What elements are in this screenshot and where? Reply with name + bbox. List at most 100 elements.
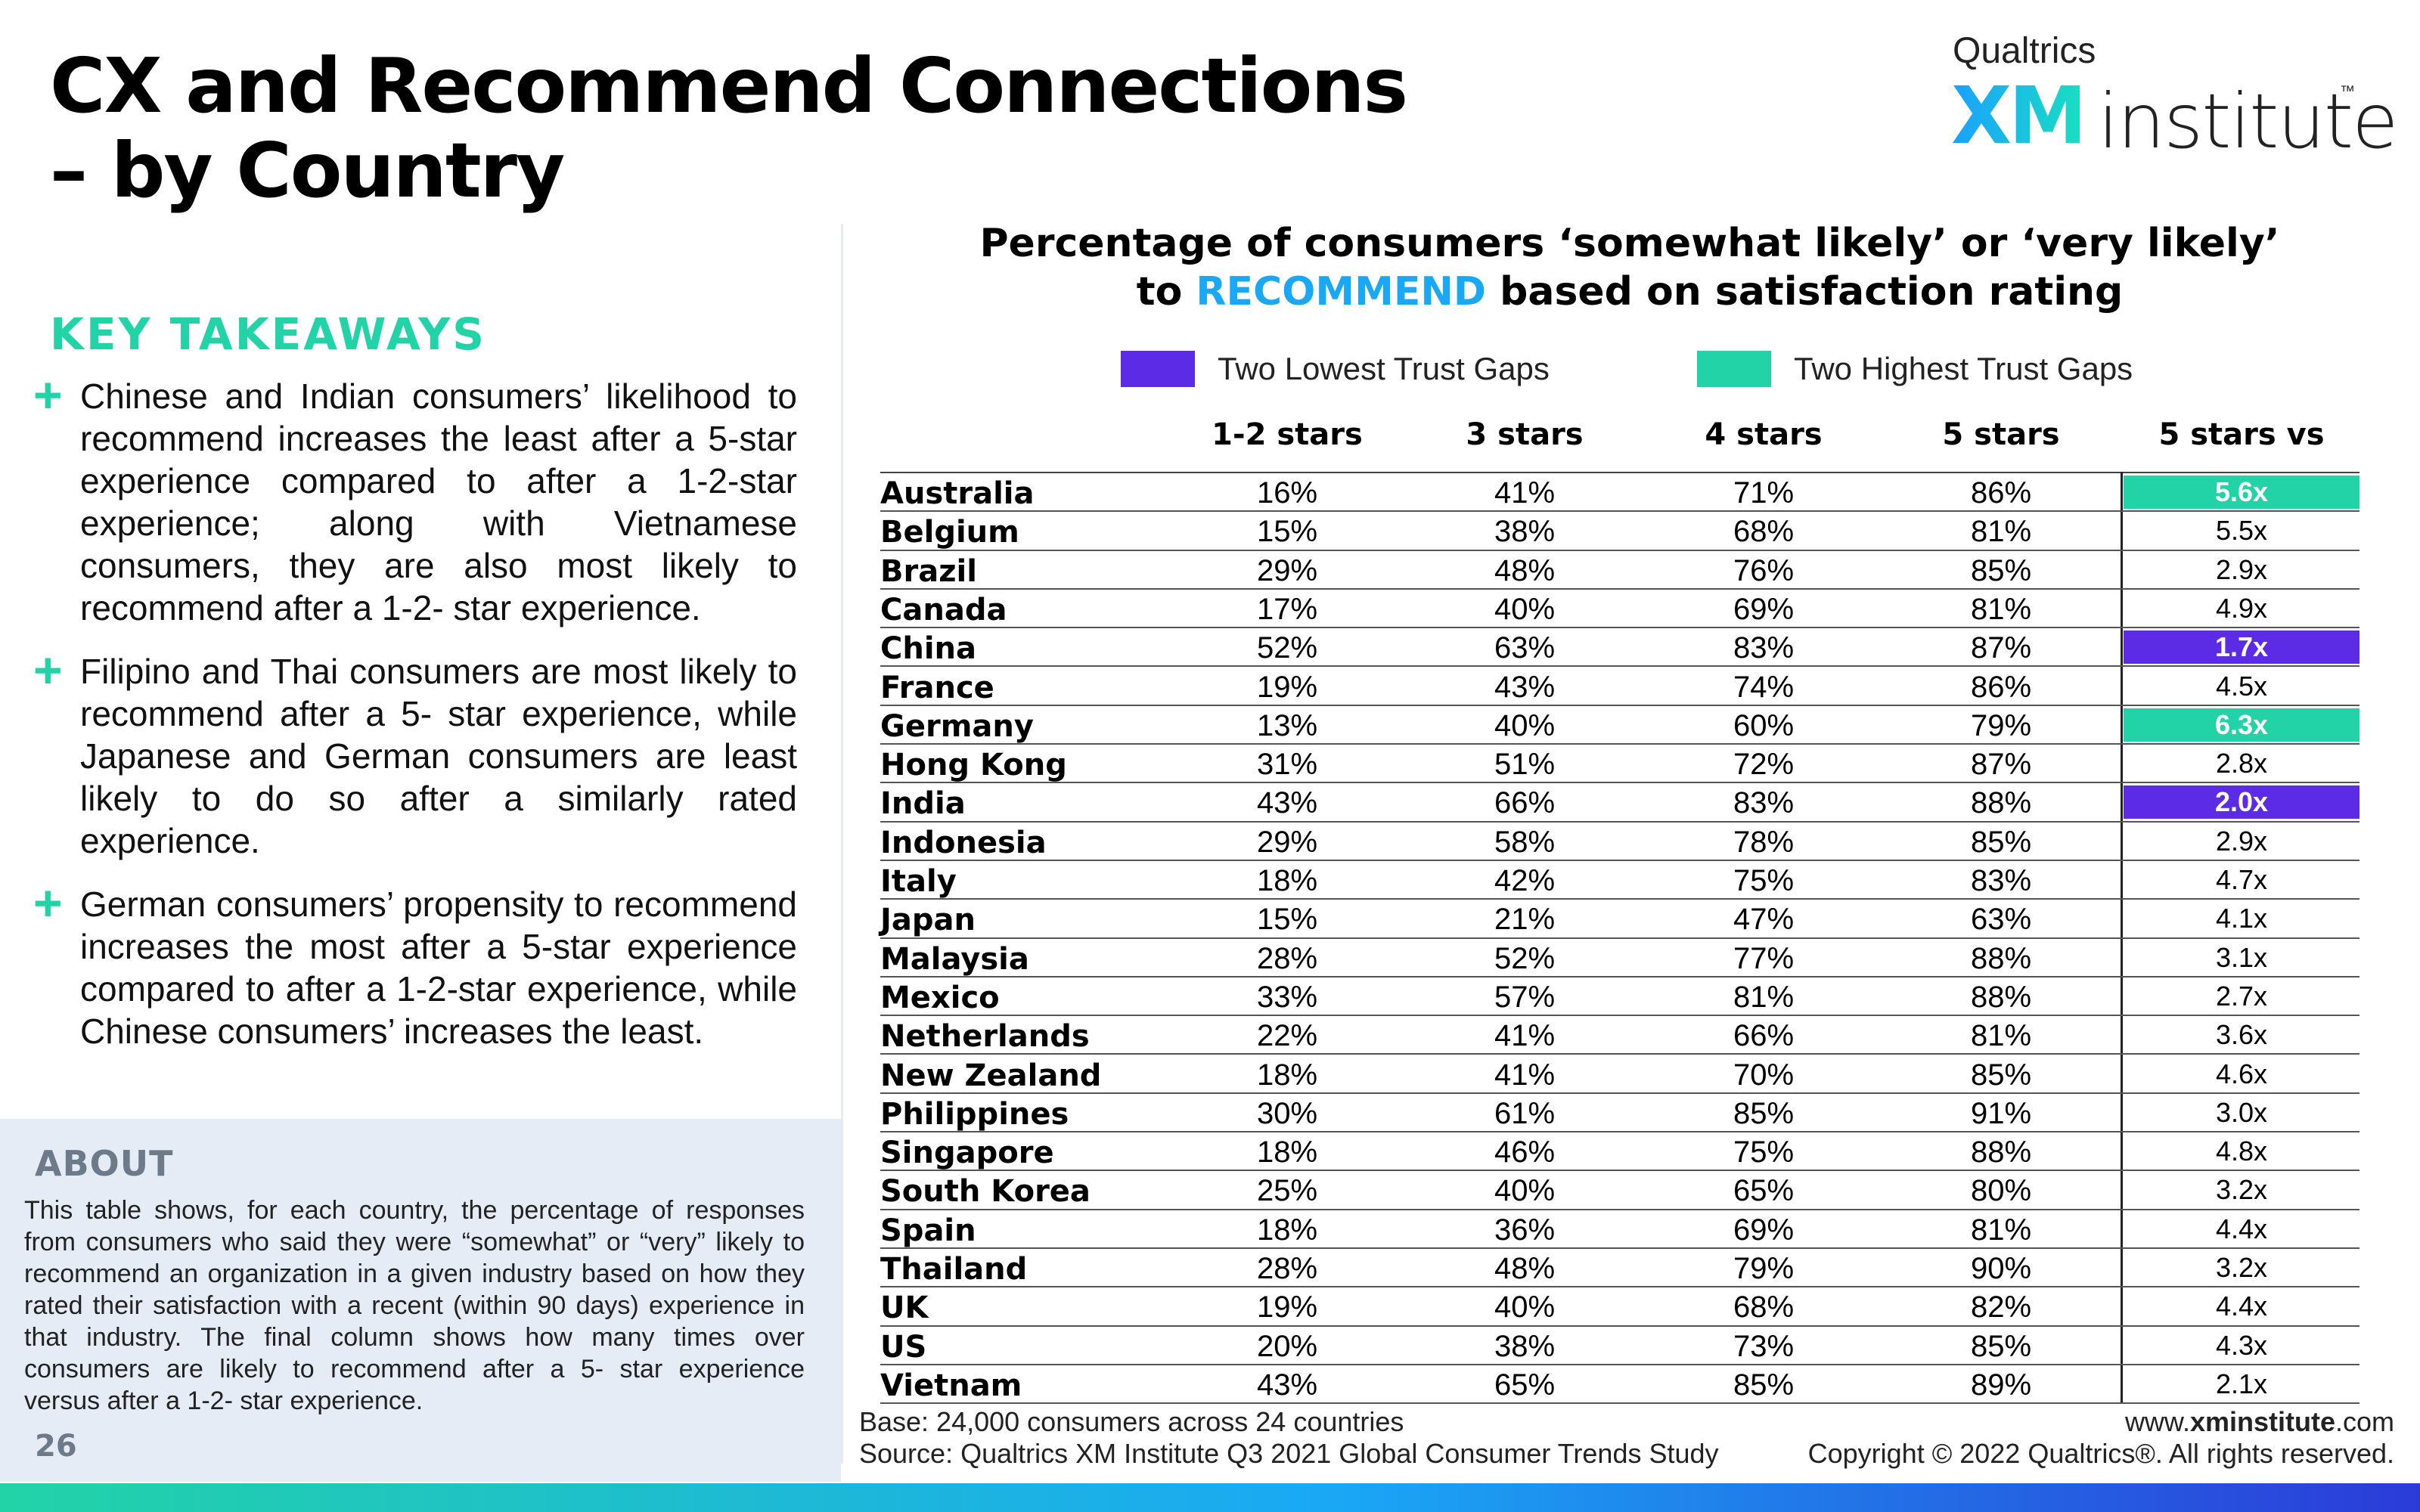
country-cell: Spain [880,1213,976,1248]
about-heading: ABOUT [35,1143,174,1184]
value-cell: 88% [1970,941,2032,975]
value-cell: 69% [1733,592,1795,626]
country-cell: China [880,631,977,667]
page-title: CX and Recommend Connections – by Countr… [50,44,1411,213]
table-row: India 43% 66% 83% 88% 2.0x [880,783,2360,823]
value-cell: 48% [1494,1252,1556,1285]
ratio-cell: 4.4x [2215,1213,2268,1244]
country-cell: Japan [880,903,976,938]
plus-icon: + [33,642,63,698]
value-cell: 85% [1970,1058,2032,1092]
footer-right: www.xminstitute.com Copyright © 2022 Qua… [1808,1406,2394,1470]
ratio-cell: 3.2x [2215,1252,2268,1283]
value-cell: 85% [1970,553,2032,587]
ratio-cell: 4.6x [2215,1058,2268,1089]
about-panel: ABOUT This table shows, for each country… [0,1119,841,1482]
value-cell: 61% [1494,1096,1556,1130]
table-title-line-2: to RECOMMEND based on satisfaction ratin… [877,268,2382,316]
ratio-cell-highlighted: 2.0x [2124,785,2360,820]
table-row: Vietnam 43% 65% 85% 89% 2.1x [880,1365,2360,1405]
country-cell: Italy [880,864,957,899]
takeaway-item: + Chinese and Indian consumers’ likeliho… [33,367,797,629]
legend-label: Two Lowest Trust Gaps [1218,351,1550,386]
value-cell: 82% [1970,1290,2032,1325]
ratio-cell: 5.5x [2215,515,2268,547]
value-cell: 30% [1256,1096,1318,1130]
table-row: Indonesia 29% 58% 78% 85% 2.9x [880,823,2360,861]
value-cell: 33% [1256,980,1318,1014]
value-cell: 57% [1494,980,1556,1014]
ratio-cell: 2.8x [2215,748,2268,779]
ratio-cell: 2.9x [2215,825,2268,857]
table-row: France 19% 43% 74% 86% 4.5x [880,668,2360,706]
value-cell: 41% [1494,476,1556,510]
value-cell: 18% [1256,864,1318,897]
value-cell: 68% [1733,515,1795,549]
value-cell: 38% [1494,515,1556,549]
footer-notes: Base: 24,000 consumers across 24 countri… [859,1406,1719,1470]
ratio-cell: 2.7x [2215,980,2268,1012]
value-cell: 15% [1256,515,1318,549]
value-cell: 20% [1256,1329,1318,1363]
value-cell: 41% [1494,1019,1556,1053]
value-cell: 43% [1494,670,1556,704]
table-row: Germany 13% 40% 60% 79% 6.3x [880,706,2360,745]
value-cell: 15% [1256,903,1318,937]
value-cell: 18% [1256,1213,1318,1247]
value-cell: 29% [1256,825,1318,859]
value-cell: 77% [1733,941,1795,975]
table-row: Brazil 29% 48% 76% 85% 2.9x [880,551,2360,590]
value-cell: 36% [1494,1213,1556,1247]
value-cell: 40% [1494,592,1556,626]
title-suffix: based on satisfaction rating [1486,269,2124,314]
value-cell: 28% [1256,941,1318,975]
value-cell: 85% [1970,825,2032,859]
ratio-cell: 3.6x [2215,1019,2268,1051]
value-cell: 17% [1256,592,1318,626]
legend-swatch-teal [1697,351,1771,387]
url-domain: xminstitute [2189,1406,2335,1437]
takeaway-text: Filipino and Thai consumers are most lik… [80,652,797,860]
table-row: Philippines 30% 61% 85% 91% 3.0x [880,1094,2360,1133]
country-cell: US [880,1329,927,1365]
value-cell: 40% [1494,708,1556,742]
country-cell: France [880,670,994,705]
value-cell: 71% [1733,476,1795,510]
value-cell: 88% [1970,1136,2032,1170]
title-prefix: to [1136,269,1196,314]
country-cell: Brazil [880,553,977,589]
value-cell: 19% [1256,1290,1318,1325]
table-row: Malaysia 28% 52% 77% 88% 3.1x [880,939,2360,978]
column-header-3-stars: 3 stars [1466,417,1584,452]
value-cell: 18% [1256,1136,1318,1170]
ratio-cell: 3.2x [2215,1174,2268,1206]
page-title-line-2: – by Country [50,126,565,215]
value-cell: 43% [1256,1368,1318,1402]
value-cell: 86% [1970,670,2032,704]
country-cell: New Zealand [880,1058,1102,1093]
country-cell: UK [880,1290,929,1326]
value-cell: 58% [1494,825,1556,859]
legend-lowest-trust-gaps: Two Lowest Trust Gaps [1121,351,1550,387]
legend-swatch-purple [1121,351,1195,387]
table-row: Canada 17% 40% 69% 81% 4.9x [880,590,2360,629]
ratio-cell: 4.5x [2215,670,2268,702]
value-cell: 75% [1733,864,1795,897]
logo-xm-text: XM [1951,70,2087,162]
value-cell: 31% [1256,748,1318,782]
country-cell: India [880,786,966,822]
value-cell: 51% [1494,748,1556,782]
value-cell: 85% [1733,1368,1795,1402]
value-cell: 63% [1494,631,1556,665]
table-title: Percentage of consumers ‘somewhat likely… [877,219,2382,316]
table-row: Thailand 28% 48% 79% 90% 3.2x [880,1249,2360,1288]
plus-icon: + [33,875,63,931]
footer-url[interactable]: www.xminstitute.com [1808,1406,2394,1438]
country-cell: Singapore [880,1136,1054,1171]
value-cell: 81% [1970,1019,2032,1053]
table-title-line-1: Percentage of consumers ‘somewhat likely… [979,221,2280,266]
value-cell: 40% [1494,1290,1556,1325]
value-cell: 19% [1256,670,1318,704]
url-suffix: .com [2335,1406,2394,1437]
page-title-line-1: CX and Recommend Connections [50,42,1408,130]
